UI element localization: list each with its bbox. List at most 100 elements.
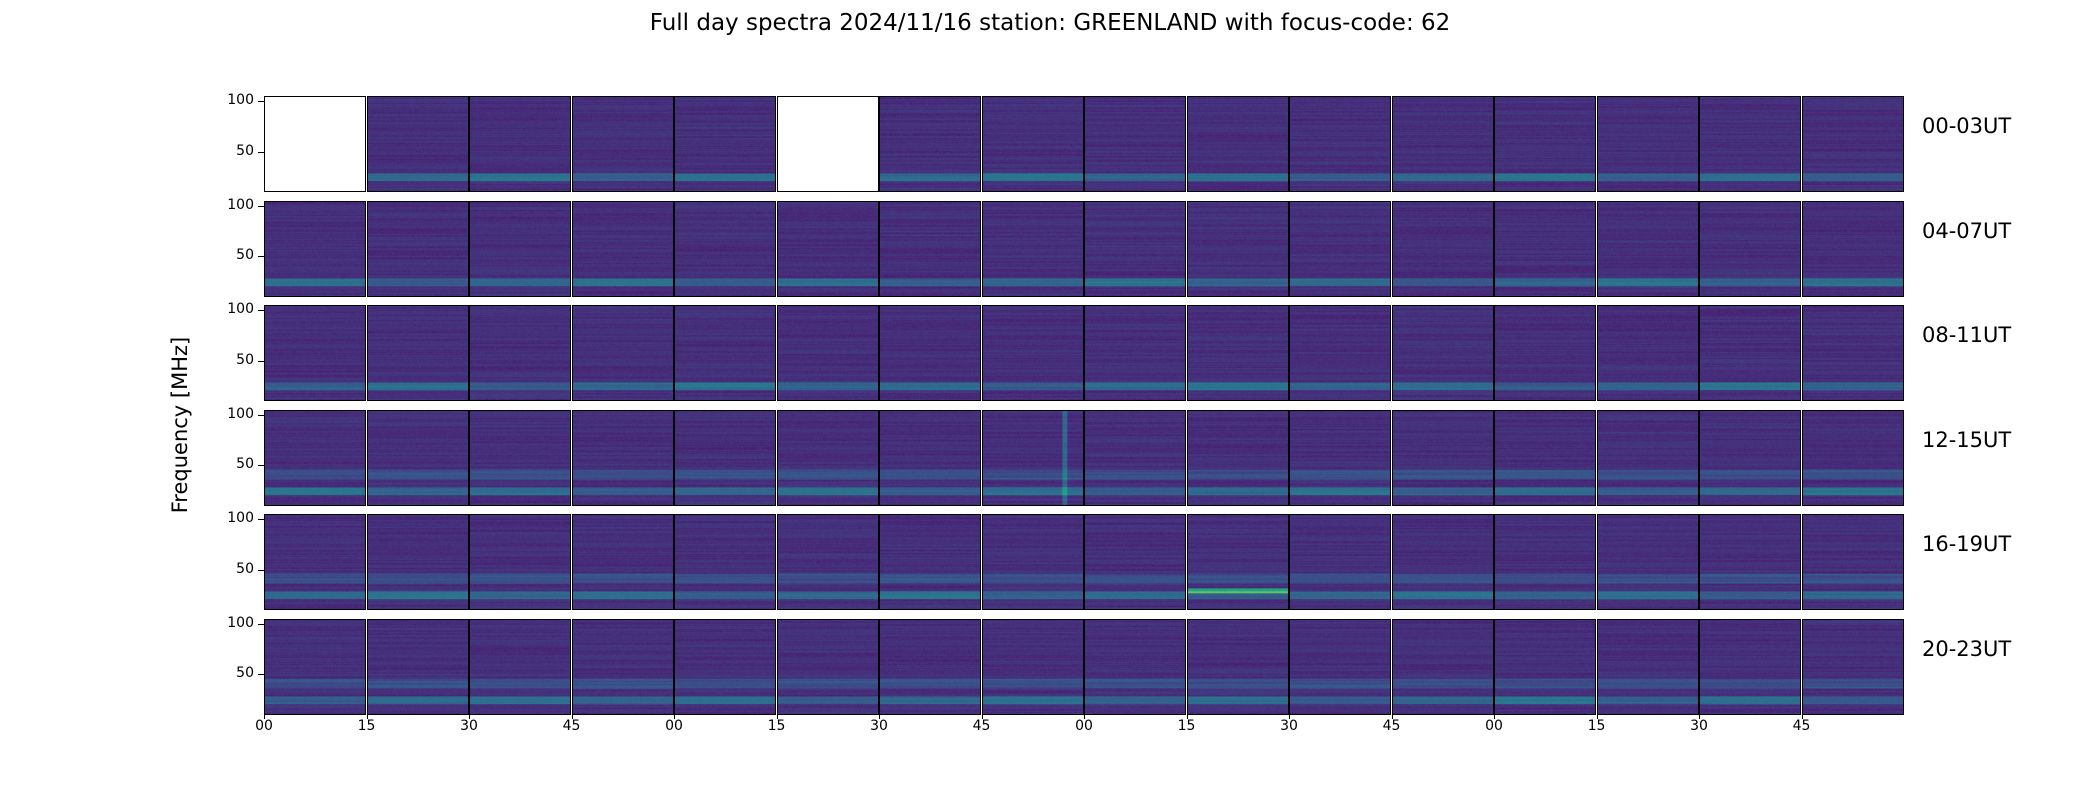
spectrum-image (265, 201, 365, 296)
spectrum-image (265, 410, 365, 505)
spectrum-panel (1391, 96, 1494, 192)
spectrum-image (1495, 410, 1595, 505)
row-time-label: 12-15UT (1922, 427, 2012, 452)
spectrum-panel (879, 200, 981, 297)
spectrum-image (675, 97, 775, 191)
y-tick-label: 50 (236, 456, 254, 473)
x-tick-label: 00 (255, 718, 273, 734)
spectrum-image (572, 97, 673, 191)
y-tick-label: 100 (227, 405, 254, 422)
x-tick-label: 15 (767, 718, 786, 734)
x-tick-label: 45 (972, 718, 991, 734)
x-tick-label: 15 (1177, 718, 1196, 734)
spectrum-panel (1699, 200, 1801, 297)
x-tick-mark (1084, 714, 1085, 719)
spectrum-panel (469, 96, 571, 192)
spectrum-image (572, 619, 673, 714)
x-tick-label: 00 (665, 718, 683, 734)
spectrum-panel (1801, 96, 1904, 192)
spectrum-image (1597, 306, 1698, 400)
x-tick-label: 30 (460, 718, 478, 734)
y-tick-mark (258, 569, 264, 571)
x-tick-mark (1596, 714, 1598, 719)
y-tick-label: 50 (236, 560, 254, 577)
spectrum-image (1802, 410, 1903, 505)
x-tick-mark (674, 714, 675, 719)
spectrum-image (777, 201, 878, 296)
y-tick-mark (258, 360, 264, 362)
spectrum-panel (366, 618, 469, 715)
spectrum-panel (776, 305, 879, 401)
y-tick-mark (258, 205, 264, 207)
spectrum-panel (1289, 618, 1391, 715)
spectrum-panel (1084, 409, 1186, 506)
spectrum-panel (1699, 514, 1801, 610)
spectrum-panel (469, 305, 571, 401)
y-tick-mark (258, 674, 264, 676)
spectrum-image (1290, 306, 1390, 400)
spectrum-image (1392, 306, 1493, 400)
spectrum-image (982, 515, 1083, 609)
y-tick-mark (258, 519, 264, 521)
spectrum-panel (981, 305, 1084, 401)
spectrum-image (1700, 97, 1800, 191)
spectrum-image (982, 306, 1083, 400)
x-tick-mark (366, 714, 368, 719)
spectrum-panel (1801, 200, 1904, 297)
spectrum-panel (1494, 514, 1596, 610)
x-tick-label: 45 (1792, 718, 1811, 734)
spectrum-image (367, 306, 468, 400)
spectrum-image (1392, 515, 1493, 609)
spectrum-panel (1391, 514, 1494, 610)
spectrum-panel (1289, 305, 1391, 401)
spectrum-panel (1596, 96, 1699, 192)
x-tick-mark (1289, 714, 1290, 719)
spectrum-panel (1596, 409, 1699, 506)
x-tick-label: 30 (870, 718, 888, 734)
y-tick-label: 50 (236, 142, 254, 159)
spectra-row (264, 305, 1904, 401)
chart-title: Full day spectra 2024/11/16 station: GRE… (649, 10, 1451, 36)
spectrum-image (367, 515, 468, 609)
spectrum-image (1187, 515, 1288, 609)
spectrum-panel (1289, 96, 1391, 192)
spectrum-panel (1186, 514, 1289, 610)
spectrum-panel (1801, 618, 1904, 715)
spectrum-panel (981, 200, 1084, 297)
spectrum-panel (571, 200, 674, 297)
spectrum-image (1290, 619, 1390, 714)
y-tick-mark (258, 465, 264, 467)
spectrum-panel (981, 514, 1084, 610)
row-time-label: 20-23UT (1922, 636, 2012, 661)
spectrum-image (1700, 619, 1800, 714)
spectrum-image (470, 306, 570, 400)
spectrum-image (265, 306, 365, 400)
spectrum-panel (879, 514, 981, 610)
spectrum-panel (1699, 305, 1801, 401)
spectrum-panel (1084, 514, 1186, 610)
spectrum-panel (1186, 200, 1289, 297)
spectrum-image (1700, 410, 1800, 505)
spectrum-image (470, 410, 570, 505)
spectrum-panel (1186, 618, 1289, 715)
spectrum-image (1495, 619, 1595, 714)
spectrum-panel (366, 409, 469, 506)
spectrum-image (1290, 97, 1390, 191)
x-tick-mark (879, 714, 880, 719)
spectrum-image (1392, 619, 1493, 714)
spectrum-image (470, 201, 570, 296)
x-tick-mark (571, 714, 573, 719)
spectrum-panel (1699, 618, 1801, 715)
spectrum-image (470, 515, 570, 609)
spectrum-image (470, 97, 570, 191)
spectrum-panel (981, 96, 1084, 192)
spectrum-panel (1801, 409, 1904, 506)
spectrum-image (367, 97, 468, 191)
spectrum-panel (674, 200, 776, 297)
spectrum-panel (469, 409, 571, 506)
spectrum-panel (1596, 305, 1699, 401)
x-tick-label: 15 (357, 718, 376, 734)
spectrum-panel (366, 96, 469, 192)
x-tick-label: 45 (562, 718, 581, 734)
spectrum-panel (879, 305, 981, 401)
